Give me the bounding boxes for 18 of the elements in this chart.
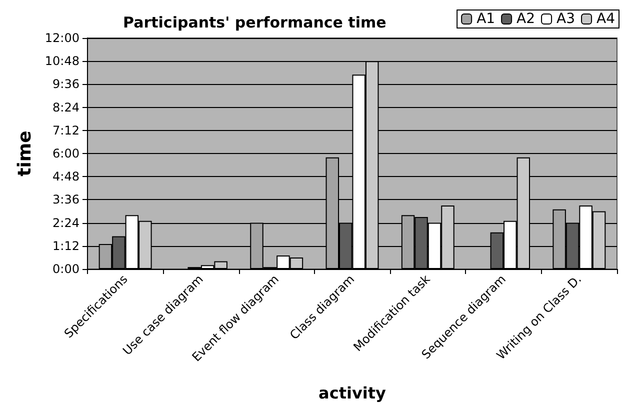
legend-label: A1 <box>476 11 496 27</box>
y-tick-label: 1:12 <box>52 238 80 253</box>
y-tick-label: 4:48 <box>52 170 80 184</box>
chart-title: Participants' performance time <box>123 14 386 32</box>
legend-label: A3 <box>556 11 576 27</box>
x-axis-title: activity <box>318 384 387 402</box>
legend-label: A4 <box>596 11 616 27</box>
y-tick-label: 7:12 <box>52 123 80 138</box>
y-tick-label: 8:24 <box>52 100 80 114</box>
y-axis-title: time <box>14 130 36 176</box>
legend-label: A2 <box>516 11 536 27</box>
y-tick-label: 6:00 <box>52 146 80 160</box>
y-tick-label: 9:36 <box>52 77 80 92</box>
y-tick-label: 0:00 <box>52 262 80 276</box>
y-tick-label: 10:48 <box>44 54 80 68</box>
y-tick-label: 3:36 <box>52 192 80 207</box>
y-tick-label: 2:24 <box>52 216 80 230</box>
y-tick-label: 12:00 <box>44 31 80 45</box>
